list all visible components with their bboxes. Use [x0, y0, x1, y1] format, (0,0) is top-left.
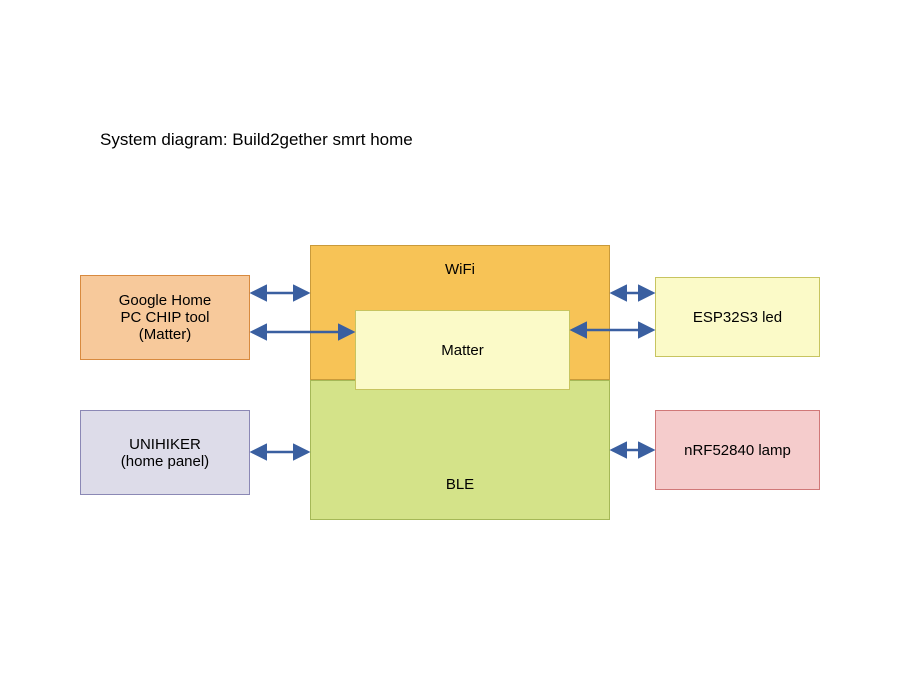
unihiker-box: UNIHIKER (home panel): [80, 410, 250, 495]
unihiker-label: UNIHIKER (home panel): [121, 436, 209, 470]
nrf-box: nRF52840 lamp: [655, 410, 820, 490]
matter-label: Matter: [441, 342, 484, 359]
google-home-box: Google Home PC CHIP tool (Matter): [80, 275, 250, 360]
google-home-label: Google Home PC CHIP tool (Matter): [119, 292, 212, 343]
ble-label: BLE: [311, 476, 609, 493]
matter-box: Matter: [355, 310, 570, 390]
ble-region: BLE: [310, 380, 610, 520]
title-text: System diagram: Build2gether smrt home: [100, 130, 413, 149]
esp32-label: ESP32S3 led: [693, 309, 782, 326]
nrf-label: nRF52840 lamp: [684, 442, 791, 459]
wifi-label: WiFi: [311, 261, 609, 278]
esp32-box: ESP32S3 led: [655, 277, 820, 357]
diagram-title: System diagram: Build2gether smrt home: [100, 130, 413, 150]
